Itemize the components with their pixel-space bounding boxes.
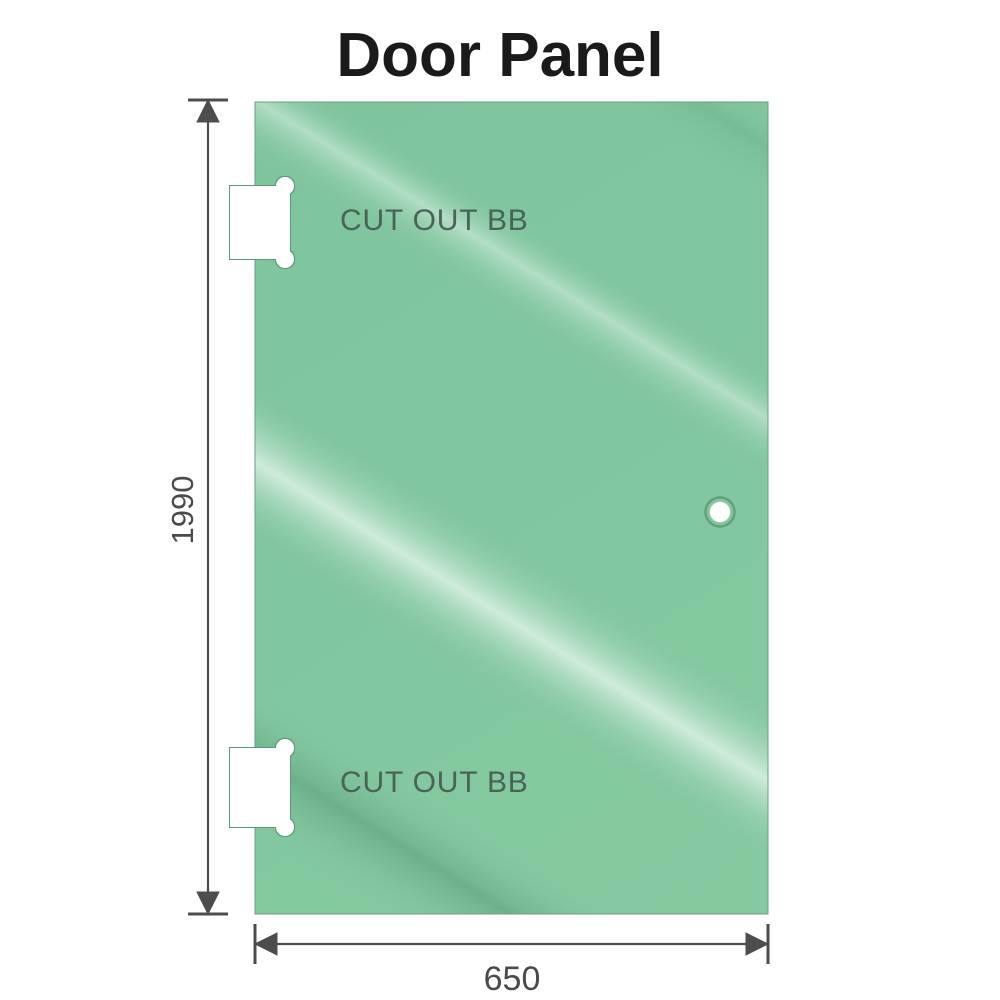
svg-text:650: 650 [484,960,541,998]
svg-text:1990: 1990 [165,476,200,545]
svg-text:CUT OUT BB: CUT OUT BB [340,204,529,237]
svg-text:CUT OUT BB: CUT OUT BB [340,766,529,799]
